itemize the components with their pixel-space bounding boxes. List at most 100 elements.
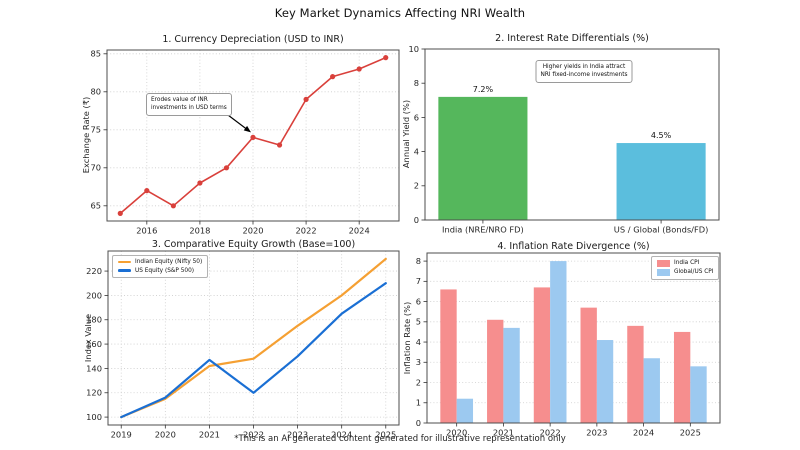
chart-2-annotation: Higher yields in India attract NRI fixed…: [535, 60, 633, 83]
legend-item: Global/US CPI: [657, 269, 713, 276]
x-tick-label: 2024: [349, 226, 370, 236]
bar: [596, 340, 614, 423]
legend-item: India CPI: [657, 260, 713, 267]
y-tick-label: 80: [90, 87, 101, 97]
chart-3-legend: Indian Equity (Nifty 50) US Equity (S&P …: [112, 255, 209, 278]
bar: [643, 358, 660, 423]
annotation-arrowhead: [243, 125, 251, 133]
chart-2-plot: 0 2 4 6 8 10 India (NRE/NRO FD) US / Global (Bo…: [408, 44, 720, 235]
y-tick-label: 2: [414, 181, 419, 191]
chart-2-title: 2. Interest Rate Differentials (%): [495, 33, 649, 44]
chart-1-title: 1. Currency Depreciation (USD to INR): [162, 34, 344, 45]
y-tick-label: 5: [416, 317, 421, 327]
data-point-marker: [383, 55, 389, 61]
y-tick-label: 4: [416, 337, 421, 347]
bar-value-label: 7.2%: [473, 85, 494, 94]
chart-4-plot: 0 1 2 3 4 5 6 7 8 2020 2021 2022 2023 2024 2025: [416, 252, 721, 438]
y-tick-label: 65: [90, 201, 101, 211]
line-swatch-icon: [118, 260, 131, 264]
y-tick-label: 180: [86, 315, 102, 325]
y-tick-label: 85: [90, 49, 101, 59]
x-tick-label: 2022: [540, 428, 561, 438]
bar: [673, 331, 691, 423]
bar-swatch-icon: [657, 269, 670, 276]
x-tick-label: 2020: [242, 226, 263, 236]
data-point-marker: [276, 142, 283, 148]
bar: [487, 319, 504, 423]
y-tick-label: 1: [416, 398, 421, 408]
x-tick-label: 2021: [493, 428, 514, 438]
bar: [627, 325, 644, 423]
data-point-marker: [250, 134, 256, 140]
y-tick-label: 140: [86, 363, 102, 373]
line-swatch-icon: [118, 269, 131, 272]
data-point-marker: [330, 74, 336, 80]
plot-border: [424, 48, 720, 221]
data-point-marker: [223, 165, 230, 171]
y-tick-label: 3: [416, 357, 421, 367]
y-tick-label: 2: [416, 377, 421, 387]
x-tick-label: 2016: [136, 226, 157, 236]
bar: [580, 307, 597, 423]
y-tick-label: 8: [414, 78, 419, 88]
y-tick-label: 160: [86, 339, 102, 349]
y-tick-label: 10: [408, 44, 419, 54]
legend-label: Indian Equity (Nifty 50): [135, 259, 203, 265]
x-tick-label: India (NRE/NRO FD): [442, 225, 524, 235]
bar: [456, 398, 474, 423]
data-point-marker: [117, 210, 123, 216]
legend-item: Indian Equity (Nifty 50): [118, 259, 202, 265]
chart-4-title: 4. Inflation Rate Divergence (%): [497, 241, 650, 252]
legend-label: India CPI: [674, 260, 700, 267]
x-tick-label: 2023: [287, 430, 308, 440]
x-tick-label: 2025: [375, 430, 396, 440]
bar: [440, 289, 457, 423]
data-point-marker: [197, 180, 203, 186]
x-tick-label: 2025: [680, 428, 701, 438]
y-tick-label: 100: [86, 412, 102, 422]
chart-3-plot: 100 120 140 160 180 200 220 2019 2020 2021 2022 202…: [86, 250, 400, 440]
y-tick-label: 70: [90, 163, 101, 173]
x-tick-label: 2022: [243, 430, 264, 440]
chart-1-plot: 65 70 75 80 85 2016 2018 2020 2022 2024: [90, 49, 400, 236]
data-point-marker: [356, 66, 362, 72]
y-tick-label: 4: [414, 147, 419, 157]
data-point-marker: [144, 188, 150, 194]
x-tick-label: 2018: [189, 226, 210, 236]
y-tick-label: 220: [86, 266, 102, 276]
x-tick-label: 2023: [586, 428, 607, 438]
data-point-marker: [170, 203, 176, 209]
bar: [438, 96, 528, 220]
y-tick-label: 0: [416, 418, 421, 428]
y-tick-label: 75: [90, 125, 101, 135]
x-tick-label: 2021: [199, 430, 220, 440]
x-tick-label: US / Global (Bonds/FD): [614, 225, 709, 235]
bar: [533, 287, 551, 423]
figure-title: Key Market Dynamics Affecting NRI Wealth: [274, 6, 526, 20]
y-tick-label: 6: [414, 112, 419, 122]
y-tick-label: 7: [416, 276, 421, 286]
series-line: [120, 282, 387, 419]
x-tick-label: 2024: [331, 430, 352, 440]
y-tick-label: 8: [416, 256, 421, 266]
bar: [503, 327, 520, 423]
y-tick-label: 0: [414, 215, 419, 225]
bar: [550, 261, 567, 423]
data-point-marker: [303, 96, 309, 102]
chart-3-title: 3. Comparative Equity Growth (Base=100): [151, 239, 356, 250]
disclaimer-text: *This is an AI generated content generat…: [234, 434, 566, 444]
chart-4-legend: India CPI Global/US CPI: [651, 256, 720, 280]
chart-1-annotation: Erodes value of INR investments in USD t…: [146, 93, 232, 116]
bar-value-label: 4.5%: [651, 131, 672, 140]
y-tick-label: 200: [86, 290, 102, 300]
legend-label: Global/US CPI: [674, 269, 714, 276]
x-tick-label: 2020: [155, 430, 176, 440]
plot-border: [426, 252, 721, 424]
bar: [616, 143, 706, 220]
legend-label: US Equity (S&P 500): [135, 267, 195, 274]
x-tick-label: 2020: [446, 428, 467, 438]
bar: [690, 366, 707, 423]
bar-swatch-icon: [657, 260, 670, 267]
legend-item: US Equity (S&P 500): [118, 268, 202, 274]
